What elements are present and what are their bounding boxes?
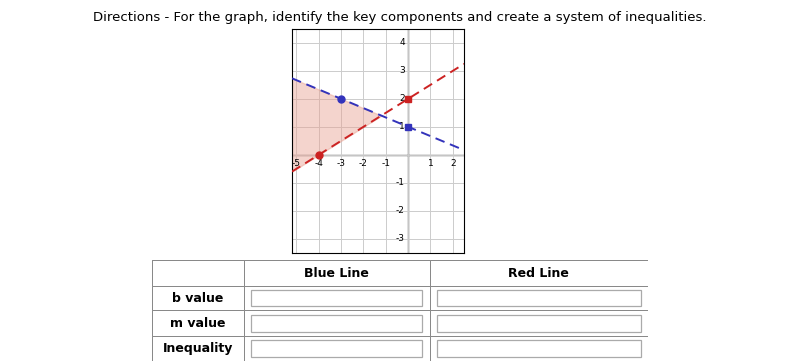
Bar <box>251 340 422 357</box>
Bar <box>244 336 430 361</box>
Text: m value: m value <box>170 317 226 330</box>
Text: 1: 1 <box>428 159 434 168</box>
Bar <box>438 314 641 332</box>
Bar <box>251 314 422 332</box>
Text: -3: -3 <box>337 159 346 168</box>
Bar <box>152 260 244 286</box>
Text: b value: b value <box>172 292 223 305</box>
Bar <box>430 260 648 286</box>
Text: -1: -1 <box>396 178 405 187</box>
Text: -5: -5 <box>292 159 301 168</box>
Text: 2: 2 <box>450 159 456 168</box>
Bar <box>251 290 422 306</box>
Bar <box>438 290 641 306</box>
Bar <box>244 286 430 310</box>
Text: -4: -4 <box>314 159 323 168</box>
Bar <box>430 336 648 361</box>
Bar <box>152 286 244 310</box>
Bar <box>438 340 641 357</box>
Bar <box>152 310 244 336</box>
Text: Inequality: Inequality <box>162 342 233 355</box>
Text: -2: -2 <box>359 159 368 168</box>
Bar <box>430 286 648 310</box>
Text: Directions - For the graph, identify the key components and create a system of i: Directions - For the graph, identify the… <box>94 11 706 24</box>
Bar <box>244 260 430 286</box>
Bar <box>152 336 244 361</box>
Text: -2: -2 <box>396 206 405 215</box>
Bar <box>430 310 648 336</box>
Bar <box>244 310 430 336</box>
Text: 2: 2 <box>399 94 405 103</box>
Text: -1: -1 <box>382 159 390 168</box>
Text: -3: -3 <box>396 234 405 243</box>
Text: Blue Line: Blue Line <box>304 266 369 279</box>
Text: Red Line: Red Line <box>509 266 570 279</box>
Text: 3: 3 <box>399 66 405 75</box>
Text: 1: 1 <box>399 122 405 131</box>
Text: 4: 4 <box>399 38 405 47</box>
